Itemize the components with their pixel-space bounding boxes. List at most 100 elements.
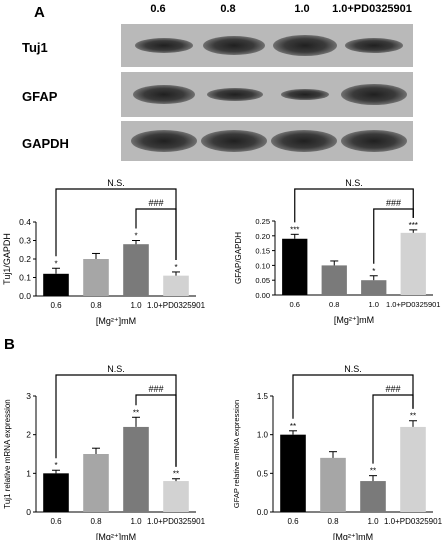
hash-bracket-label: ###: [148, 384, 163, 394]
blot-strip-gfap: [121, 72, 413, 117]
lane-label-0: 0.6: [150, 3, 166, 15]
significance-marker: **: [410, 412, 416, 421]
y-tick-label: 0: [26, 507, 31, 517]
blot-band: [201, 130, 267, 152]
x-tick-label: 1.0+PD0325901: [384, 517, 443, 526]
x-tick-label: 1.0+PD0325901: [147, 517, 206, 526]
bar: [361, 280, 387, 295]
y-tick-label: 0.5: [257, 469, 269, 478]
bar: [43, 473, 69, 512]
x-tick-label: 0.6: [287, 517, 299, 526]
blot-row-label-gfap: GFAP: [22, 89, 58, 104]
lane-label-2: 1.0: [294, 3, 310, 15]
x-tick-label: 0.8: [90, 517, 102, 526]
y-tick-label: 3: [26, 391, 31, 401]
x-tick-label: 1.0: [130, 517, 142, 526]
significance-marker: *: [54, 259, 57, 268]
x-tick-label: 1.0: [130, 301, 142, 310]
lane-label-1: 0.8: [220, 3, 236, 15]
bar: [400, 426, 426, 512]
hash-bracket-label: ###: [148, 198, 163, 208]
bar: [400, 232, 426, 295]
x-axis-label: [Mg²⁺]mM: [333, 532, 373, 540]
significance-marker: *: [134, 232, 137, 241]
y-tick-label: 0.00: [255, 291, 270, 300]
blot-band: [281, 89, 329, 100]
significance-marker: ***: [409, 221, 418, 230]
blot-band: [341, 130, 407, 152]
blot-band: [203, 36, 265, 55]
x-tick-label: 1.0: [369, 300, 379, 309]
bar: [320, 457, 346, 512]
bar: [123, 426, 149, 512]
x-tick-label: 1.0+PD0325901: [386, 300, 440, 309]
y-tick-label: 0.10: [255, 261, 270, 270]
x-tick-label: 0.8: [329, 300, 339, 309]
y-tick-label: 0.20: [255, 232, 270, 241]
significance-marker: ***: [290, 225, 299, 234]
y-axis-label: Tuj1/GAPDH: [2, 233, 12, 285]
blot-band: [273, 35, 337, 56]
hash-bracket-label: ###: [386, 198, 401, 208]
x-tick-label: 0.6: [50, 301, 62, 310]
panel-b-label: B: [4, 336, 15, 353]
chart-tuj1-mrna: 0 1 2 3 * 0.6 0.8 ** 1.0 ** 1.0+PD0325901 [Mg²⁺]mM T…: [3, 364, 206, 540]
bar: [360, 481, 386, 512]
blot-strip-tuj1: [121, 24, 413, 67]
bar: [43, 273, 69, 296]
ns-bracket-label: N.S.: [107, 178, 125, 188]
y-tick-label: 1.0: [257, 431, 269, 440]
ns-bracket: [292, 374, 414, 419]
y-tick-label: 0.4: [19, 217, 31, 227]
y-tick-label: 0.05: [255, 276, 270, 285]
ns-bracket-label: N.S.: [107, 364, 125, 374]
blot-band: [271, 130, 337, 152]
x-tick-label: 0.6: [50, 517, 62, 526]
blot-row-label-gapdh: GAPDH: [22, 136, 69, 151]
hash-bracket: [135, 208, 177, 260]
y-axis-label: Tuj1 relative mRNA expression: [3, 399, 12, 509]
y-tick-label: 0.3: [19, 236, 31, 246]
x-axis-label: [Mg²⁺]mM: [334, 315, 374, 325]
y-axis-label: GFAP relative mRNA expression: [232, 400, 241, 508]
significance-marker: **: [370, 467, 376, 476]
y-tick-label: 2: [26, 430, 31, 440]
significance-marker: *: [54, 461, 57, 470]
blot-band: [207, 88, 263, 101]
y-tick-label: 0.0: [19, 291, 31, 301]
chart-tuj1-gapdh: 0.0 0.1 0.2 0.3 0.4 * 0.6 0.8 * 1.0 * 1.0+PD0325901…: [2, 178, 206, 326]
blot-band: [345, 38, 403, 53]
y-tick-label: 0.1: [19, 273, 31, 283]
blot-band: [131, 130, 197, 152]
significance-marker: **: [290, 422, 296, 431]
significance-marker: **: [133, 408, 139, 417]
panel-a-label: A: [34, 4, 45, 21]
blot-strip-gapdh: [121, 121, 413, 161]
bar: [280, 434, 306, 512]
bar: [163, 481, 189, 512]
y-tick-label: 0.2: [19, 254, 31, 264]
hash-bracket: [373, 208, 414, 264]
hash-bracket: [135, 394, 177, 467]
x-tick-label: 0.6: [290, 300, 300, 309]
hash-bracket: [372, 394, 414, 464]
chart-gfap-mrna: 0.0 0.5 1.0 1.5 ** 0.6 0.8 ** 1.0 ** 1.0+PD0325901…: [232, 364, 443, 540]
x-tick-label: 1.0: [367, 517, 379, 526]
y-axis-label: GFAP/GAPDH: [234, 232, 243, 284]
ns-bracket-label: N.S.: [345, 178, 363, 188]
blot-band: [341, 84, 407, 105]
bar: [83, 454, 109, 512]
x-axis-label: [Mg²⁺]mM: [96, 316, 136, 326]
x-axis-label: [Mg²⁺]mM: [96, 532, 136, 540]
bar: [83, 259, 109, 296]
x-tick-label: 0.8: [90, 301, 102, 310]
y-tick-label: 0.15: [255, 247, 270, 256]
significance-marker: *: [174, 263, 177, 272]
y-tick-label: 1: [26, 468, 31, 478]
significance-marker: **: [173, 470, 179, 479]
y-tick-label: 0.25: [255, 217, 270, 226]
ns-bracket: [294, 188, 414, 223]
bar: [321, 265, 347, 295]
x-tick-label: 1.0+PD0325901: [147, 301, 206, 310]
x-tick-label: 0.8: [327, 517, 339, 526]
